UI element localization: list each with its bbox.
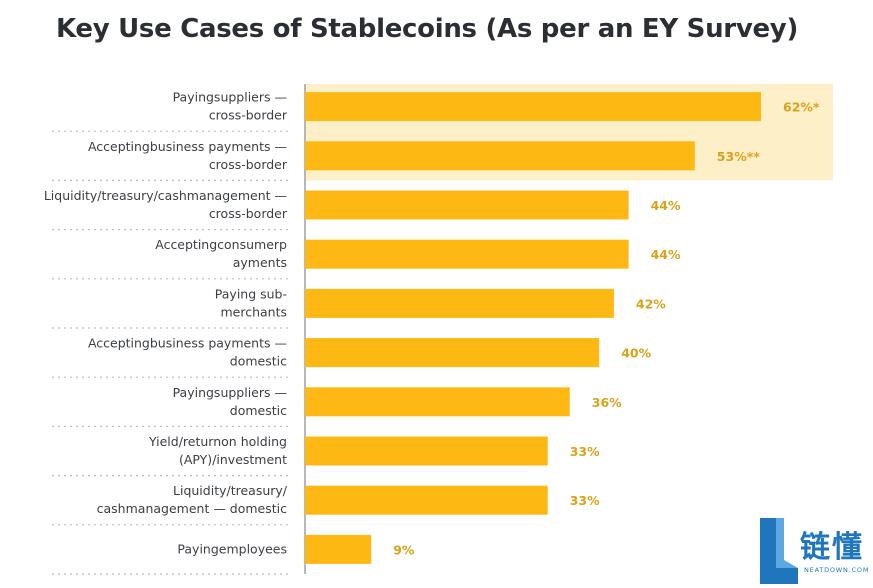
bar — [305, 239, 629, 269]
category-label-line: Acceptingbusiness payments — — [88, 139, 287, 154]
logo-l-mark-icon — [760, 518, 798, 584]
value-label: 9% — [393, 542, 415, 557]
bar — [305, 190, 629, 220]
category-label: Payingsuppliers — cross-border — [173, 90, 288, 123]
bar — [305, 92, 761, 122]
category-label-line: (APY)/investment — [179, 452, 287, 467]
watermark-subtext: NEATDOWN.COM — [804, 566, 870, 574]
category-label-line: Acceptingconsumerp — [155, 237, 287, 252]
watermark-text: 链懂 — [800, 530, 864, 565]
value-label: 40% — [621, 346, 651, 361]
category-label-line: Yield/returnon holding — [148, 434, 287, 449]
category-label-line: cross-border — [209, 108, 288, 123]
value-label: 53%** — [717, 149, 760, 164]
value-label: 44% — [651, 198, 681, 213]
category-label: Payingemployees — [177, 541, 287, 556]
category-label: Payingsuppliers — domestic — [173, 385, 288, 418]
logo-l-light-icon — [776, 518, 798, 568]
bar — [305, 141, 695, 171]
value-label: 36% — [592, 395, 622, 410]
category-label: Acceptingbusiness payments — domestic — [88, 336, 287, 369]
category-label-line: Payingemployees — [177, 541, 287, 556]
category-label-line: Acceptingbusiness payments — — [88, 336, 287, 351]
value-label: 33% — [570, 444, 600, 459]
bar — [305, 436, 548, 466]
value-label: 62%* — [783, 100, 820, 115]
row-separators — [52, 130, 290, 575]
value-labels: 62%* 53%** 44% 44% 42% 40% 36% 33% 33% 9% — [393, 100, 820, 558]
value-label: 33% — [570, 493, 600, 508]
value-label: 42% — [636, 296, 666, 311]
category-label: Liquidity/treasury/cashmanagement — cross… — [44, 188, 288, 221]
neatdown-logo — [758, 516, 868, 584]
category-label-line: cross-border — [209, 157, 288, 172]
category-label: Liquidity/treasury/cashmanagement — dome… — [97, 483, 288, 516]
category-label-line: Liquidity/treasury/cashmanagement — — [44, 188, 287, 203]
bar — [305, 387, 570, 417]
category-label: Acceptingconsumerp ayments — [155, 237, 287, 270]
bar — [305, 534, 372, 564]
bar — [305, 288, 614, 318]
category-label-line: ayments — [233, 255, 287, 270]
category-label-line: Liquidity/treasury/ — [173, 483, 288, 498]
bar — [305, 485, 548, 515]
category-label-line: Paying sub- — [215, 286, 287, 301]
category-labels: Payingsuppliers — cross-borderAcceptingbu… — [44, 90, 288, 557]
bars — [305, 92, 761, 564]
category-label: Paying sub-merchants — [215, 286, 287, 319]
category-label-line: domestic — [230, 403, 287, 418]
bar — [305, 338, 600, 368]
category-label: Acceptingbusiness payments — cross-border — [88, 139, 288, 172]
category-label-line: merchants — [220, 304, 287, 319]
chart-title: Key Use Cases of Stablecoins (As per an … — [56, 14, 799, 44]
value-label: 44% — [651, 247, 681, 262]
category-label-line: cashmanagement — domestic — [97, 501, 287, 516]
logo-l-dark-icon — [760, 518, 798, 584]
category-label-line: cross-border — [209, 206, 288, 221]
category-label-line: Payingsuppliers — — [173, 90, 287, 105]
category-label-line: domestic — [230, 354, 287, 369]
category-label-line: Payingsuppliers — — [173, 385, 287, 400]
category-label: Yield/returnon holding (APY)/investment — [148, 434, 287, 467]
